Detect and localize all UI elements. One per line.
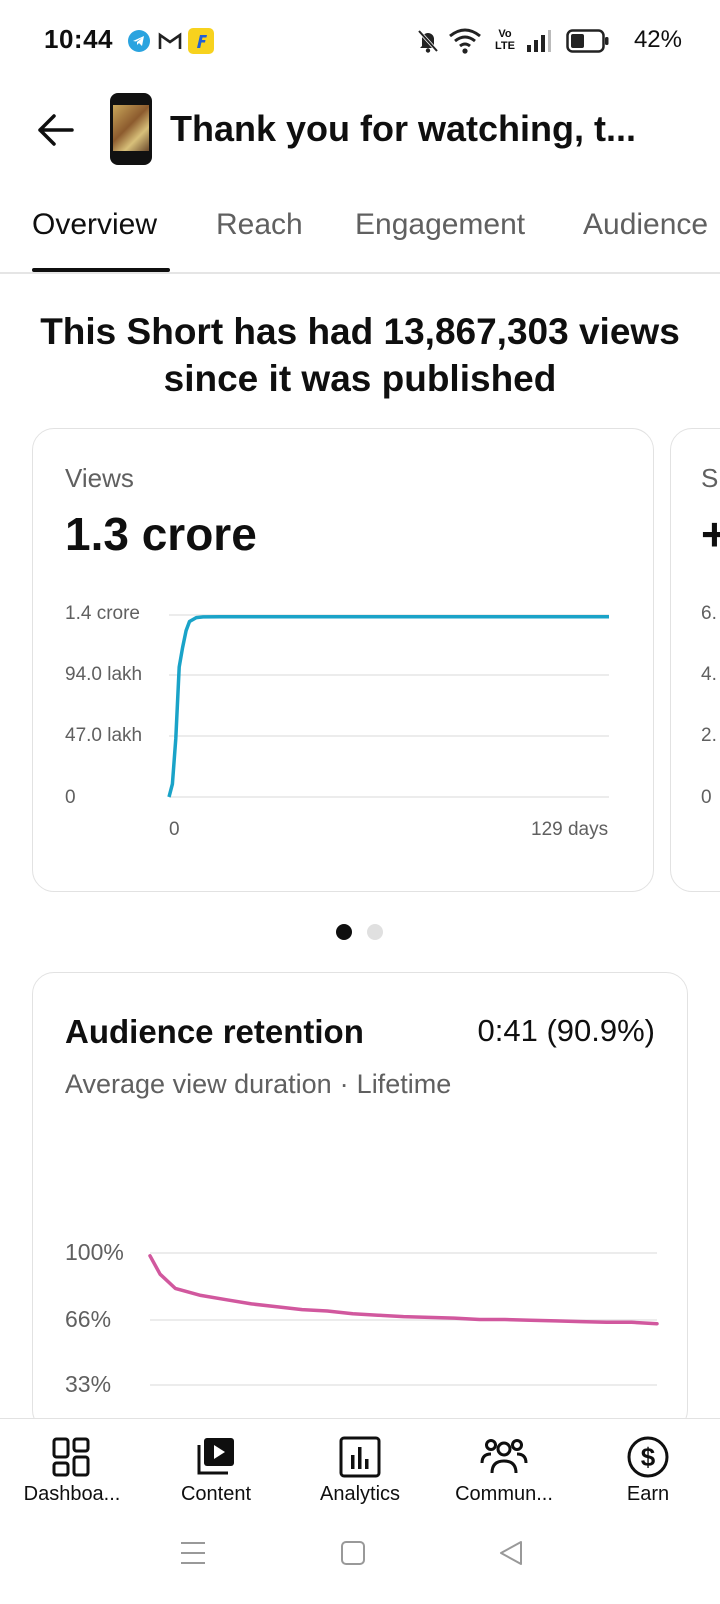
nav-label: Commun... bbox=[455, 1483, 553, 1505]
views-series-line bbox=[167, 614, 609, 798]
views-label: Views bbox=[65, 463, 134, 493]
nav-community[interactable]: Commun... bbox=[432, 1429, 576, 1525]
video-thumbnail[interactable] bbox=[110, 93, 152, 165]
peek-ytick: 4. bbox=[701, 664, 717, 685]
nav-dashboard[interactable]: Dashboa... bbox=[0, 1429, 144, 1525]
tab-engagement[interactable]: Engagement bbox=[355, 208, 526, 241]
carousel-indicator bbox=[0, 924, 720, 944]
separator: · bbox=[339, 1069, 349, 1099]
tab-reach[interactable]: Reach bbox=[216, 208, 303, 241]
nav-analytics[interactable]: Analytics bbox=[288, 1429, 432, 1525]
views-xtick: 129 days bbox=[531, 819, 609, 840]
retention-title: Audience retention bbox=[65, 1013, 364, 1050]
carousel-dot[interactable] bbox=[367, 924, 383, 940]
bell-off-icon bbox=[417, 29, 439, 53]
retention-chart bbox=[148, 1252, 659, 1386]
views-ytick: 1.4 crore bbox=[65, 603, 140, 624]
views-ytick: 94.0 lakh bbox=[65, 664, 143, 685]
audience-retention-card[interactable]: Audience retention 0:41 (90.9%) Average … bbox=[32, 972, 688, 1432]
battery-percent: 42% bbox=[633, 26, 682, 53]
peek-ytick: 2. bbox=[701, 725, 717, 746]
peek-value: + bbox=[701, 507, 720, 561]
retention-series-line bbox=[148, 1254, 659, 1326]
header: Thank you for watching, t... bbox=[0, 90, 720, 170]
nav-label: Content bbox=[180, 1483, 252, 1505]
retention-period: Lifetime bbox=[356, 1069, 452, 1099]
carousel-dot-active[interactable] bbox=[336, 924, 352, 940]
home-icon[interactable] bbox=[340, 1540, 366, 1566]
views-chart bbox=[167, 614, 609, 798]
retention-metric: Average view duration bbox=[65, 1069, 332, 1099]
bottom-navigation: Dashboa... Content Analytics Commun... bbox=[0, 1418, 720, 1528]
status-time: 10:44 bbox=[44, 24, 113, 54]
views-headline: This Short has had 13,867,303 views sinc… bbox=[40, 311, 680, 399]
retention-ytick: 33% bbox=[65, 1371, 112, 1397]
earn-icon: $ bbox=[627, 1436, 669, 1478]
back-arrow-icon[interactable] bbox=[34, 108, 78, 152]
active-tab-indicator bbox=[32, 268, 170, 272]
nav-content[interactable]: Content bbox=[144, 1429, 288, 1525]
peek-ytick: 6. bbox=[701, 603, 717, 624]
tab-audience[interactable]: Audience bbox=[583, 208, 709, 241]
svg-text:$: $ bbox=[641, 1442, 656, 1472]
tab-overview[interactable]: Overview bbox=[32, 208, 158, 241]
signal-icon bbox=[527, 30, 551, 52]
battery-icon bbox=[566, 29, 609, 53]
analytics-icon bbox=[339, 1436, 381, 1478]
back-icon[interactable] bbox=[498, 1540, 524, 1566]
flipkart-icon bbox=[188, 28, 214, 54]
volte-icon: Vo LTE bbox=[495, 28, 515, 52]
views-value: 1.3 crore bbox=[65, 508, 257, 560]
retention-subtitle: Average view duration · Lifetime bbox=[65, 1069, 451, 1100]
subscribers-card-peek[interactable]: S + 6. 4. 2. 0 bbox=[670, 428, 720, 892]
thumbnail-image bbox=[113, 105, 149, 151]
retention-ytick: 66% bbox=[65, 1306, 112, 1332]
status-bar: 10:44 Vo LTE 42% bbox=[0, 0, 720, 84]
views-card[interactable]: Views 1.3 crore 1.4 crore 94.0 lakh 47.0… bbox=[32, 428, 654, 892]
peek-label: S bbox=[701, 463, 719, 493]
views-xtick: 0 bbox=[169, 819, 180, 840]
content-icon bbox=[197, 1438, 234, 1475]
retention-ytick: 100% bbox=[65, 1239, 124, 1265]
nav-label: Analytics bbox=[319, 1483, 401, 1505]
menu-icon[interactable] bbox=[180, 1540, 206, 1566]
system-navigation bbox=[0, 1528, 720, 1604]
nav-label: Earn bbox=[626, 1483, 670, 1505]
peek-ytick: 0 bbox=[701, 787, 712, 808]
wifi-icon bbox=[449, 28, 481, 54]
dashboard-icon bbox=[52, 1437, 90, 1477]
views-ytick: 0 bbox=[65, 787, 76, 808]
views-ytick: 47.0 lakh bbox=[65, 725, 143, 746]
nav-earn[interactable]: $ Earn bbox=[576, 1429, 720, 1525]
video-title: Thank you for watching, t... bbox=[170, 108, 637, 149]
tab-bar: Overview Reach Engagement Audience bbox=[0, 190, 720, 274]
retention-value: 0:41 (90.9%) bbox=[477, 1013, 656, 1048]
nav-label: Dashboa... bbox=[23, 1483, 121, 1505]
community-icon bbox=[480, 1439, 528, 1474]
gmail-icon bbox=[158, 32, 182, 49]
telegram-icon bbox=[128, 30, 150, 52]
